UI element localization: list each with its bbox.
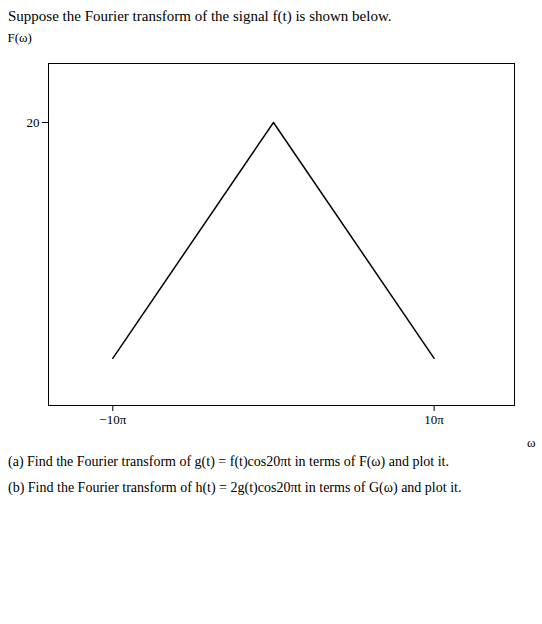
svg-text:10π: 10π (424, 412, 444, 427)
svg-text:−10π: −10π (99, 412, 126, 427)
html-text:Suppose the Fourier transform: Suppose the Fourier transform of the sig… (8, 8, 392, 24)
svg-text:20: 20 (27, 115, 40, 130)
svg-text:ω: ω (527, 435, 536, 450)
svg-text:F(ω): F(ω) (8, 30, 32, 45)
html-text:(b) Find the Fourier transform: (b) Find the Fourier transform of h(t) =… (8, 480, 462, 496)
html-text:(a) Find the Fourier transform: (a) Find the Fourier transform of g(t) =… (8, 454, 449, 469)
